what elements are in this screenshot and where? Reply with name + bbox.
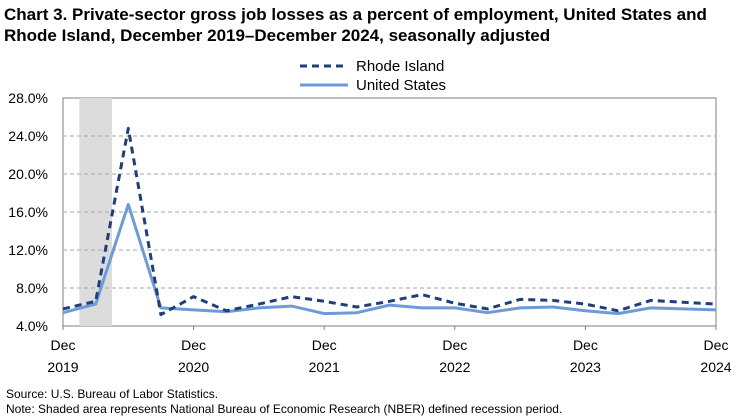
y-tick-label: 12.0% — [8, 242, 48, 258]
x-tick-year: 2019 — [47, 359, 78, 375]
y-tick-label: 24.0% — [8, 128, 48, 144]
series-line-rhode-island — [62, 126, 717, 317]
x-tick-year: 2022 — [439, 359, 470, 375]
x-tick-year: 2020 — [178, 359, 209, 375]
x-tick-month: Dec — [704, 337, 729, 353]
x-tick-year: 2024 — [700, 359, 731, 375]
footnote: Note: Shaded area represents National Bu… — [6, 402, 563, 416]
x-tick-month: Dec — [312, 337, 337, 353]
y-axis-tick-labels: 4.0% 8.0% 12.0% 16.0% 20.0% 24.0% 28.0% — [8, 90, 48, 334]
x-axis-tick-labels: Dec 2019 Dec 2020 Dec 2021 Dec 2022 Dec 2023 Dec 20… — [47, 326, 732, 375]
x-tick-month: Dec — [51, 337, 76, 353]
chart-title: Chart 3. Private-sector gross job losses… — [4, 5, 707, 45]
x-tick-month: Dec — [573, 337, 598, 353]
y-tick-label: 28.0% — [8, 90, 48, 106]
y-tick-label: 20.0% — [8, 166, 48, 182]
x-tick-year: 2023 — [570, 359, 601, 375]
x-tick-month: Dec — [442, 337, 467, 353]
y-tick-label: 8.0% — [16, 280, 48, 296]
legend-label: Rhode Island — [356, 58, 444, 75]
y-tick-label: 16.0% — [8, 204, 48, 220]
x-tick-year: 2021 — [309, 359, 340, 375]
series-lines — [62, 126, 717, 317]
gridlines — [63, 135, 716, 289]
source-note: Source: U.S. Bureau of Labor Statistics. — [6, 387, 219, 401]
x-tick-month: Dec — [181, 337, 206, 353]
legend-label: United States — [356, 77, 446, 94]
y-tick-label: 4.0% — [16, 318, 48, 334]
legend: Rhode Island United States — [300, 58, 446, 94]
